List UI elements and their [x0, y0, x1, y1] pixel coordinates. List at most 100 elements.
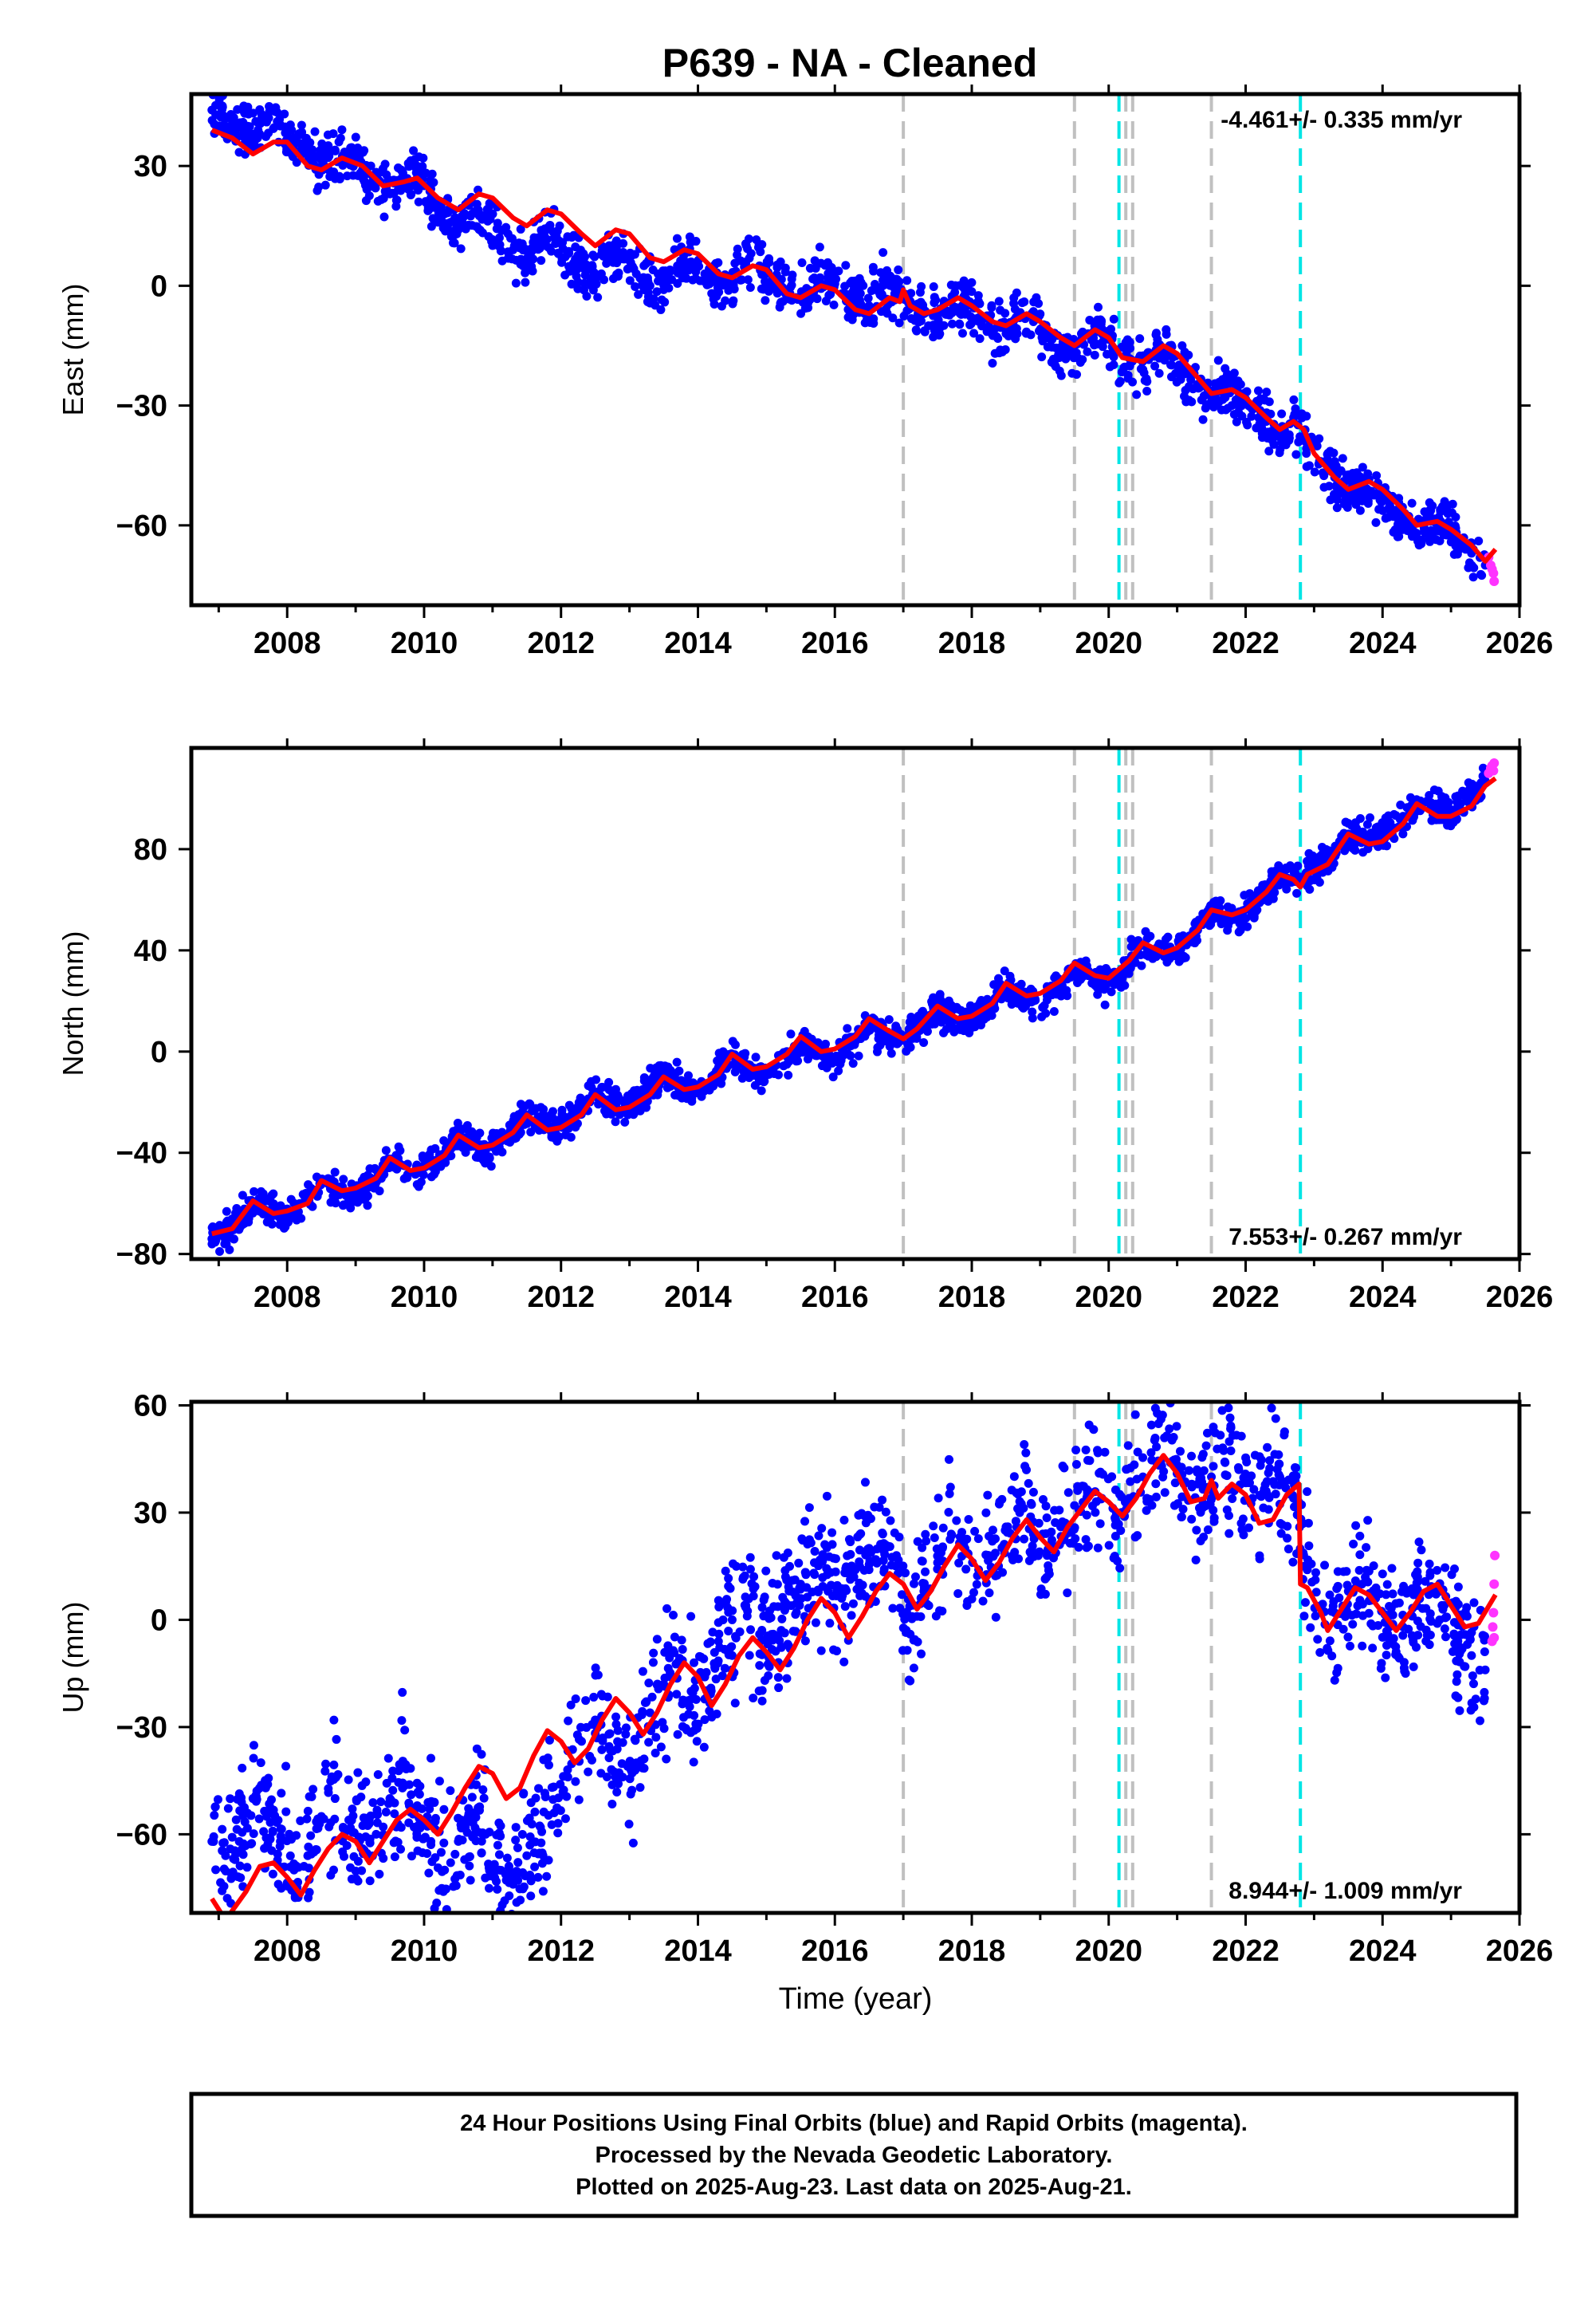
up-final-point	[1469, 1679, 1479, 1689]
up-final-point	[1226, 1424, 1236, 1434]
up-final-point	[496, 1865, 505, 1875]
east-final-point	[316, 145, 326, 155]
north-axes: 2008 2010 2012 2014 2016 2018 2020 2022 2024 2026…	[116, 738, 1553, 1314]
up-final-point	[831, 1554, 840, 1564]
up-final-point	[1414, 1537, 1424, 1547]
up-final-point	[1104, 1541, 1114, 1550]
north-y-tick-label: 80	[134, 833, 167, 867]
east-final-point	[588, 261, 597, 270]
east-final-point	[320, 180, 330, 190]
north-final-point	[1052, 990, 1061, 999]
up-final-point	[1425, 1640, 1434, 1650]
east-final-point	[537, 226, 546, 235]
east-final-point	[1302, 462, 1311, 471]
east-final-point	[902, 276, 912, 285]
up-final-point	[677, 1635, 686, 1645]
east-final-point	[691, 267, 701, 277]
east-final-point	[1290, 410, 1299, 419]
east-final-point	[1078, 327, 1087, 336]
east-final-point	[1464, 563, 1473, 573]
east-final-point	[285, 125, 295, 135]
up-final-point	[1178, 1505, 1188, 1514]
up-final-point	[285, 1851, 295, 1860]
north-final-point	[779, 1061, 788, 1071]
up-final-point	[542, 1871, 552, 1881]
east-final-point	[264, 113, 273, 123]
up-final-point	[944, 1454, 953, 1464]
north-final-point	[222, 1206, 231, 1216]
east-final-point	[544, 243, 553, 253]
north-final-point	[1005, 971, 1015, 981]
east-final-point	[1276, 432, 1285, 442]
east-final-point	[634, 289, 643, 299]
north-final-point	[1081, 956, 1091, 966]
north-final-point	[1006, 994, 1016, 1003]
east-final-point	[273, 116, 282, 126]
up-final-point	[621, 1730, 631, 1739]
up-final-point	[757, 1696, 767, 1706]
north-final-point	[1306, 876, 1315, 886]
east-final-point	[1115, 376, 1125, 386]
up-final-point	[1153, 1372, 1162, 1381]
up-final-point	[895, 1604, 905, 1613]
east-final-point	[1242, 417, 1252, 427]
east-final-point	[337, 125, 347, 135]
east-model-path	[210, 128, 1498, 564]
up-final-point	[1413, 1558, 1423, 1568]
north-final-point	[1292, 888, 1302, 898]
north-x-tick-label: 2008	[254, 1281, 321, 1314]
east-final-point	[1198, 415, 1208, 424]
up-final-point	[981, 1508, 991, 1517]
north-final-point	[416, 1177, 426, 1187]
up-final-point	[1388, 1589, 1397, 1599]
up-final-point	[1209, 1505, 1218, 1515]
east-final-point	[931, 295, 941, 305]
up-final-point	[430, 1903, 439, 1913]
up-final-point	[1416, 1622, 1425, 1631]
up-final-point	[897, 1590, 906, 1600]
up-final-point	[1042, 1513, 1052, 1523]
east-final-point	[415, 152, 424, 162]
east-final-point	[1435, 525, 1445, 534]
up-final-point	[902, 1626, 911, 1635]
up-final-point	[672, 1690, 682, 1699]
up-final-point	[1303, 1487, 1312, 1497]
east-final-point	[947, 319, 957, 329]
east-final-point	[484, 204, 493, 214]
up-final-point	[210, 1811, 219, 1820]
up-final-point	[1467, 1651, 1476, 1660]
east-final-point	[411, 163, 420, 172]
up-final-point	[218, 1846, 227, 1856]
east-final-point	[1160, 356, 1169, 365]
east-final-point	[1135, 334, 1145, 344]
east-final-point	[1231, 396, 1240, 405]
east-final-point	[1054, 353, 1063, 363]
north-final-point	[745, 1073, 754, 1083]
north-final-point	[526, 1127, 536, 1137]
up-final-point	[612, 1787, 622, 1796]
up-final-point	[439, 1838, 449, 1848]
up-final-point	[1345, 1641, 1354, 1651]
east-final-point	[484, 232, 493, 242]
north-final-point	[1116, 982, 1126, 992]
east-final-point	[899, 311, 909, 321]
up-final-point	[1355, 1550, 1365, 1560]
up-final-point	[566, 1700, 576, 1710]
up-final-point	[945, 1489, 954, 1498]
east-final-point	[877, 289, 886, 299]
up-final-point	[934, 1493, 943, 1503]
up-final-point	[1342, 1580, 1352, 1590]
east-final-point	[1354, 487, 1363, 497]
up-final-point	[720, 1663, 729, 1673]
north-final-point	[620, 1117, 630, 1127]
east-final-point	[652, 287, 662, 297]
north-x-tick-label: 2014	[664, 1281, 732, 1314]
panel-up: 2008 2010 2012 2014 2016 2018 2020 2022 2024 2026…	[57, 1372, 1553, 2016]
north-final-point	[1000, 966, 1009, 976]
up-final-point	[387, 1773, 397, 1783]
north-final-point	[683, 1071, 693, 1080]
east-final-point	[1162, 329, 1171, 339]
up-final-point	[1343, 1632, 1353, 1642]
east-final-point	[631, 282, 640, 292]
north-final-point	[1049, 1007, 1059, 1017]
